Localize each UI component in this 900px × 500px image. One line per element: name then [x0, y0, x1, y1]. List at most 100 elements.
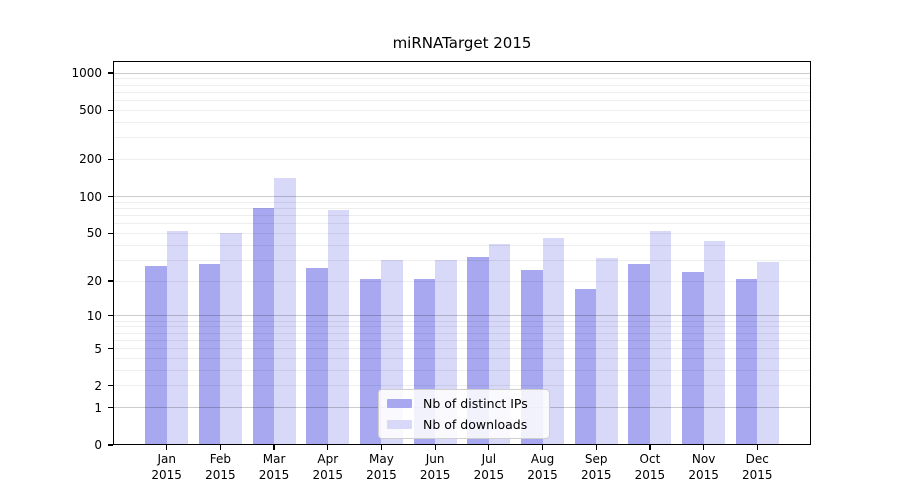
x-tick [273, 445, 275, 450]
x-tick-month: Nov [691, 452, 716, 466]
x-tick-month: Aug [530, 452, 555, 466]
y-tick [108, 232, 113, 234]
x-tick-year: 2015 [312, 468, 344, 482]
x-tick-label: Sep 2015 [566, 451, 626, 483]
bar-distinct-ips-nov [682, 271, 704, 445]
x-tick [756, 445, 758, 450]
x-tick-month: Dec [745, 452, 769, 466]
y-tick [108, 347, 113, 350]
x-tick [219, 445, 221, 450]
x-tick-year: 2015 [527, 468, 558, 482]
y-gridline-minor [113, 214, 811, 216]
x-tick-label: Apr 2015 [298, 451, 358, 483]
y-gridline-minor [113, 369, 811, 371]
y-tick [108, 444, 113, 446]
bar-distinct-ips-apr [306, 267, 328, 445]
y-tick-label: 1 [94, 400, 102, 415]
y-gridline-minor [113, 280, 811, 282]
y-tick [108, 195, 113, 198]
bar-downloads-apr [327, 210, 350, 445]
y-gridline-minor [113, 320, 811, 322]
x-tick-year: 2015 [419, 468, 451, 482]
x-tick-year: 2015 [205, 468, 236, 482]
x-tick-month: Oct [639, 452, 661, 466]
x-tick-label: May 2015 [351, 451, 411, 483]
y-gridline-minor [113, 91, 811, 93]
x-tick-year: 2015 [151, 468, 182, 482]
bar-distinct-ips-feb [198, 263, 221, 445]
y-gridline-minor [113, 348, 811, 350]
y-gridline-minor [113, 78, 811, 80]
bar-downloads-sep [596, 258, 618, 445]
y-gridline-major [113, 315, 811, 317]
y-tick [108, 315, 113, 317]
y-gridline-minor [113, 244, 811, 246]
chart-title: miRNATarget 2015 [392, 34, 532, 52]
bar-downloads-oct [649, 231, 672, 445]
y-tick-label: 1000 [71, 66, 102, 80]
y-gridline-minor [113, 207, 811, 209]
x-tick-label: Nov 2015 [674, 451, 734, 483]
x-tick-month: May [369, 452, 394, 466]
y-tick [108, 385, 113, 387]
y-tick [108, 72, 113, 74]
y-gridline-minor [113, 158, 811, 160]
bar-distinct-ips-mar [252, 207, 275, 445]
legend-label-distinct-ips: Nb of distinct IPs [423, 396, 528, 411]
y-tick-label: 0 [94, 438, 102, 452]
x-tick [703, 445, 705, 450]
y-gridline-minor [113, 232, 811, 234]
x-tick-label: Mar 2015 [244, 451, 304, 483]
x-tick [434, 445, 436, 450]
x-tick-year: 2015 [742, 468, 773, 482]
x-tick-year: 2015 [634, 468, 666, 482]
legend: Nb of distinct IPs Nb of downloads [378, 389, 550, 439]
bar-downloads-feb [220, 233, 242, 445]
y-tick-label: 20 [86, 274, 102, 289]
legend-item-distinct-ips: Nb of distinct IPs [387, 396, 541, 411]
plot-area [113, 61, 811, 445]
y-gridline-minor [113, 357, 811, 359]
x-tick-month: Feb [209, 452, 231, 466]
x-tick [649, 445, 651, 450]
x-tick [380, 445, 383, 450]
x-tick-month: Apr [317, 452, 339, 466]
legend-swatch-distinct-ips [387, 399, 412, 408]
y-tick-label: 500 [79, 103, 102, 118]
y-tick [108, 158, 113, 161]
x-tick-label: Dec 2015 [727, 451, 787, 483]
y-gridline-major [113, 72, 811, 74]
x-tick-year: 2015 [258, 468, 290, 482]
y-gridline-minor [113, 99, 811, 101]
x-tick [595, 445, 597, 450]
x-tick-label: Jun 2015 [405, 451, 465, 483]
y-tick-label: 5 [94, 341, 102, 356]
y-gridline-minor [113, 137, 811, 139]
y-tick-label: 200 [79, 152, 102, 167]
x-tick-label: Oct 2015 [620, 451, 680, 483]
legend-item-downloads: Nb of downloads [387, 417, 541, 432]
x-tick [327, 445, 329, 450]
y-gridline-minor [113, 109, 811, 111]
y-tick-label: 100 [79, 189, 102, 204]
x-tick-month: Jan [157, 452, 176, 466]
x-tick-label: Jul 2015 [459, 451, 519, 483]
x-tick [541, 445, 544, 450]
x-tick-label: Jan 2015 [137, 451, 197, 483]
x-tick [166, 445, 168, 450]
x-tick-month: Jun [425, 452, 445, 466]
y-gridline-minor [113, 223, 811, 225]
y-gridline-minor [113, 339, 811, 341]
x-tick-month: Sep [584, 452, 608, 466]
x-tick-label: Feb 2015 [190, 451, 250, 483]
y-gridline-minor [113, 121, 811, 123]
y-gridline-major [113, 196, 811, 197]
bar-distinct-ips-dec [735, 278, 758, 445]
y-tick [108, 109, 113, 111]
x-tick-label: Aug 2015 [513, 451, 573, 483]
y-gridline-minor [113, 326, 811, 328]
y-gridline-minor [113, 385, 811, 387]
bar-distinct-ips-jan [145, 265, 167, 445]
x-tick-year: 2015 [688, 468, 719, 482]
